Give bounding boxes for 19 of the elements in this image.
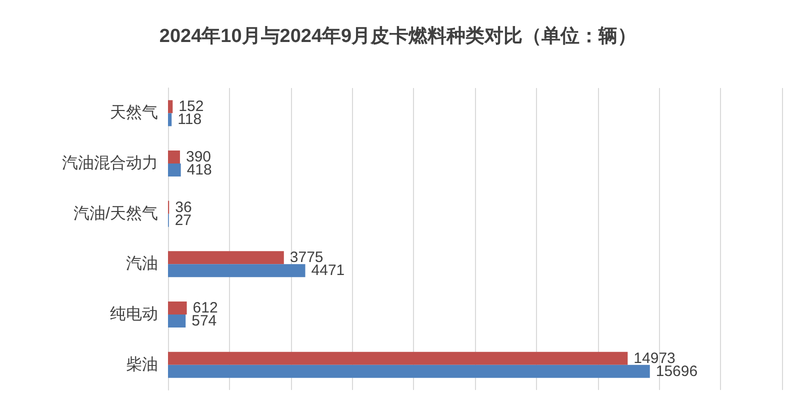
bar <box>168 150 180 164</box>
y-tick-label: 天然气 <box>110 104 158 122</box>
y-tick-label: 汽油 <box>126 254 158 273</box>
y-tick-label: 汽油混合动力 <box>62 154 158 172</box>
bar <box>168 251 284 264</box>
y-tick-label: 纯电动 <box>110 305 158 323</box>
bar <box>168 164 181 176</box>
bar <box>168 352 628 365</box>
bar <box>168 364 650 378</box>
bar <box>168 113 172 126</box>
y-tick-label: 汽油/天然气 <box>74 204 158 222</box>
chart-title: 2024年10月与2024年9月皮卡燃料种类对比（单位：辆） <box>159 25 637 47</box>
bar <box>168 100 173 114</box>
y-tick-label: 柴油 <box>126 355 158 374</box>
data-label: 118 <box>178 111 202 128</box>
bar <box>168 314 186 328</box>
bar <box>168 264 306 278</box>
data-label: 4471 <box>311 262 345 280</box>
bar <box>168 302 187 314</box>
